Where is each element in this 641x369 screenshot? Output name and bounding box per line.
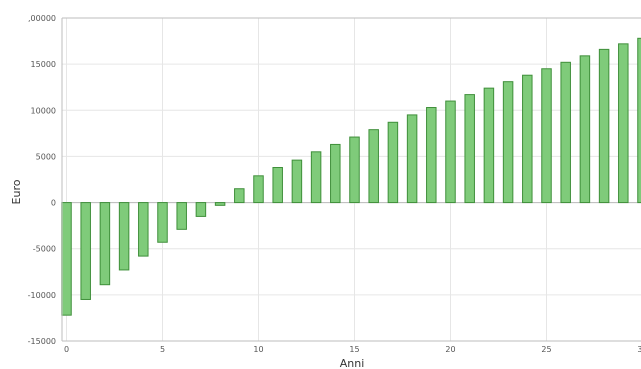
bar xyxy=(234,188,245,204)
bar xyxy=(502,81,514,204)
y-tick-label: 10000 xyxy=(31,106,56,115)
bar xyxy=(598,48,610,204)
x-axis-title: Anni xyxy=(340,357,365,369)
bar xyxy=(541,68,552,204)
bar xyxy=(349,136,360,204)
y-tick-label: 0 xyxy=(51,199,56,208)
bar xyxy=(80,202,91,300)
bar xyxy=(618,43,629,204)
bar xyxy=(483,87,495,204)
x-tick-label: 10 xyxy=(253,345,263,354)
bar xyxy=(138,202,149,257)
bar xyxy=(330,143,341,204)
bar xyxy=(253,175,264,204)
y-tick-label: ,00000 xyxy=(28,14,56,23)
x-axis-ticks: 0 5 10 15 20 25 30 xyxy=(64,345,641,354)
bar xyxy=(195,202,207,217)
bar xyxy=(368,129,379,204)
y-tick-label: -5000 xyxy=(33,245,56,254)
bar xyxy=(522,74,533,204)
x-tick-label: 25 xyxy=(541,345,551,354)
bar xyxy=(426,107,437,204)
y-axis-ticks: -15000 -10000 -5000 0 5000 10000 15000 ,00000 xyxy=(28,14,56,346)
bar xyxy=(387,121,399,204)
y-tick-label: -15000 xyxy=(28,337,56,346)
x-tick-label: 0 xyxy=(64,345,69,354)
y-axis-title: Euro xyxy=(10,179,23,204)
bar xyxy=(579,55,591,204)
bar xyxy=(406,114,418,204)
bar xyxy=(560,61,571,204)
bar xyxy=(214,202,226,206)
y-tick-label: 15000 xyxy=(31,60,56,69)
bar xyxy=(445,100,456,204)
y-tick-label: 5000 xyxy=(36,152,56,161)
bar xyxy=(118,202,130,271)
bar xyxy=(291,159,303,204)
plot-frame xyxy=(61,17,641,342)
y-tick-label: -10000 xyxy=(28,291,56,300)
bar xyxy=(99,202,111,286)
bar xyxy=(176,202,187,230)
x-tick-label: 30 xyxy=(637,345,641,354)
x-tick-label: 15 xyxy=(349,345,359,354)
x-tick-label: 20 xyxy=(445,345,455,354)
bar xyxy=(464,94,475,204)
bar xyxy=(272,167,283,204)
bar xyxy=(637,37,641,204)
bars xyxy=(61,37,641,316)
x-tick-label: 5 xyxy=(160,345,165,354)
bar xyxy=(61,202,72,316)
bar xyxy=(310,151,322,204)
bar xyxy=(157,202,168,243)
